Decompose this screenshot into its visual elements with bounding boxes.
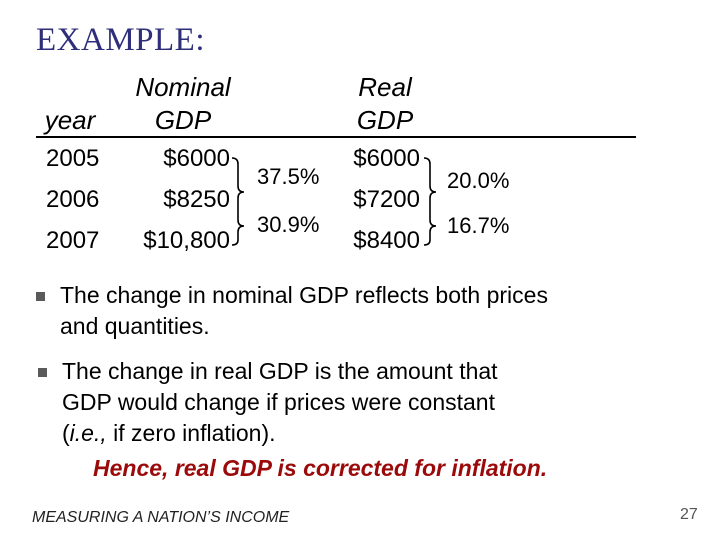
real-brace-icon	[423, 157, 437, 246]
header-nominal-line2: GDP	[154, 105, 212, 135]
real-2007: $8400	[353, 227, 420, 254]
header-rule	[36, 136, 636, 138]
page-number: 27	[680, 506, 698, 523]
conclusion-text: Hence, real GDP is corrected for inflati…	[93, 455, 548, 481]
nominal-2006: $8250	[163, 186, 230, 213]
bullet-1-line-1: The change in nominal GDP reflects both …	[60, 282, 548, 308]
real-change-2006-2007: 16.7%	[445, 213, 512, 239]
ie-italic: i.e.,	[69, 420, 107, 446]
header-real-line1: Real	[358, 72, 412, 102]
header-year: year	[44, 105, 96, 135]
bullet-1-line-2: and quantities.	[60, 313, 210, 339]
slide-title: EXAMPLE:	[36, 22, 205, 58]
real-2005: $6000	[353, 145, 420, 172]
header-real-line2: GDP	[356, 105, 414, 135]
bullet-2-line-1: The change in real GDP is the amount tha…	[62, 358, 498, 384]
nominal-2007: $10,800	[143, 227, 230, 254]
header-nominal-line1: Nominal	[135, 72, 231, 102]
bullet-2-line-3: (i.e., if zero inflation).	[62, 420, 276, 446]
bullet-2-line-3-rest: if zero inflation).	[106, 420, 276, 446]
nominal-2005: $6000	[163, 145, 230, 172]
real-2006: $7200	[353, 186, 420, 213]
header-real-gdp: Real GDP	[330, 71, 440, 137]
real-change-2005-2006: 20.0%	[445, 168, 512, 194]
bullet-square-icon	[38, 364, 47, 382]
header-nominal-gdp: Nominal GDP	[128, 71, 238, 137]
nominal-brace-icon	[231, 157, 245, 246]
nominal-change-2006-2007: 30.9%	[255, 212, 322, 238]
year-2007: 2007	[46, 227, 100, 254]
bullet-2-line-2: GDP would change if prices were constant	[62, 389, 495, 415]
bullet-nominal-change: The change in nominal GDP reflects both …	[60, 280, 680, 342]
bullet-square-icon	[36, 288, 45, 306]
nominal-change-2005-2006: 37.5%	[255, 164, 322, 190]
footer-title: MEASURING A NATION’S INCOME	[32, 509, 290, 526]
bullet-real-change: The change in real GDP is the amount tha…	[62, 356, 682, 449]
year-2005: 2005	[46, 145, 100, 172]
year-2006: 2006	[46, 186, 100, 213]
